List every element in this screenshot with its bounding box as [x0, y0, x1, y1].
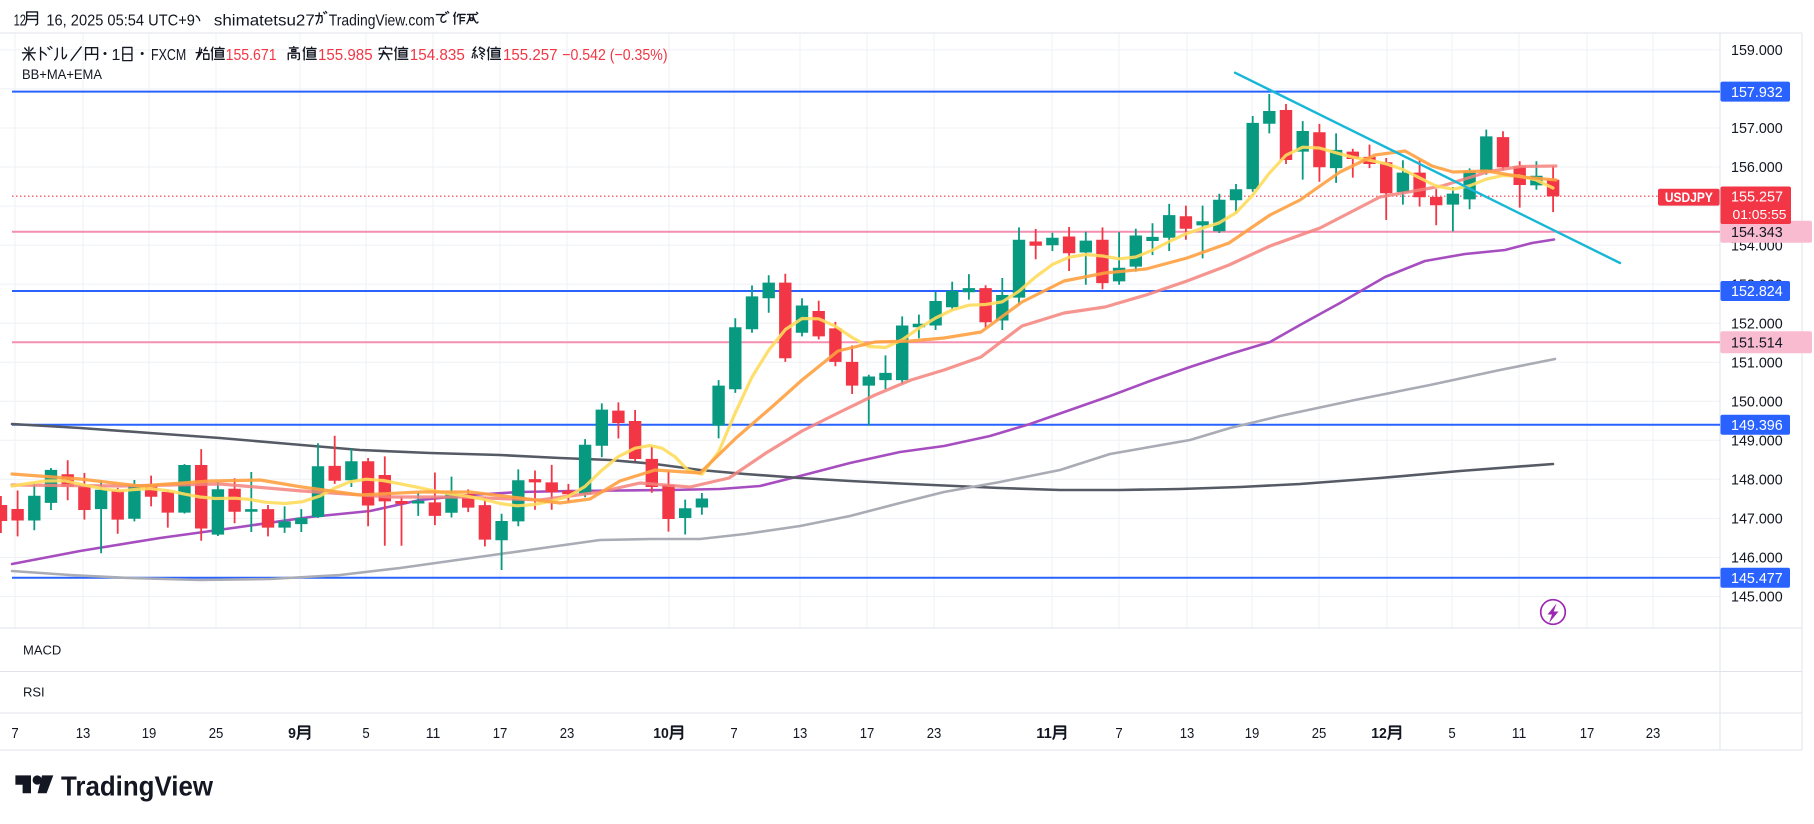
svg-text:13: 13	[793, 725, 808, 742]
svg-text:17: 17	[860, 725, 875, 742]
svg-text:157.932: 157.932	[1731, 84, 1783, 101]
svg-text:25: 25	[209, 725, 224, 742]
svg-text:149.396: 149.396	[1731, 417, 1783, 434]
svg-text:155.671: 155.671	[226, 47, 277, 64]
svg-text:−0.542 (−0.35%): −0.542 (−0.35%)	[562, 47, 667, 64]
svg-text:11: 11	[1036, 725, 1052, 742]
svg-text:01:05:55: 01:05:55	[1733, 207, 1787, 222]
svg-text:17: 17	[493, 725, 508, 742]
svg-text:25: 25	[1312, 725, 1327, 742]
svg-text:155.257: 155.257	[503, 47, 558, 64]
svg-text:13: 13	[76, 725, 91, 742]
svg-text:19: 19	[1245, 725, 1260, 742]
svg-text:152.000: 152.000	[1731, 315, 1783, 332]
svg-text:155.985: 155.985	[318, 47, 373, 64]
svg-text:149.000: 149.000	[1731, 433, 1783, 450]
svg-text:TradingView.com: TradingView.com	[329, 12, 435, 29]
svg-text:RSI: RSI	[23, 685, 45, 700]
svg-text:12: 12	[1371, 725, 1387, 742]
svg-text:156.000: 156.000	[1731, 159, 1783, 176]
svg-text:152.824: 152.824	[1731, 283, 1783, 300]
svg-text:1: 1	[112, 47, 121, 64]
svg-text:13: 13	[1180, 725, 1195, 742]
svg-text:17: 17	[1580, 725, 1595, 742]
svg-text:7: 7	[730, 725, 737, 742]
svg-text:148.000: 148.000	[1731, 472, 1783, 489]
svg-text:157.000: 157.000	[1731, 120, 1783, 137]
svg-text:151.000: 151.000	[1731, 354, 1783, 371]
svg-text:154.343: 154.343	[1731, 224, 1783, 241]
svg-text:11: 11	[426, 725, 441, 742]
svg-text:9: 9	[288, 725, 296, 742]
svg-text:159.000: 159.000	[1731, 42, 1783, 59]
svg-text:147.000: 147.000	[1731, 511, 1783, 528]
svg-text:155.257: 155.257	[1731, 188, 1783, 205]
svg-text:145.000: 145.000	[1731, 589, 1783, 606]
svg-text:151.514: 151.514	[1731, 334, 1783, 351]
svg-text:USDJPY: USDJPY	[1665, 189, 1714, 205]
svg-text:7: 7	[1115, 725, 1122, 742]
svg-text:146.000: 146.000	[1731, 550, 1783, 567]
svg-text:BB+MA+EMA: BB+MA+EMA	[22, 66, 103, 82]
svg-text:TradingView: TradingView	[61, 771, 213, 802]
svg-text:FXCM: FXCM	[151, 47, 186, 64]
svg-text:11: 11	[1512, 725, 1527, 742]
svg-text:10: 10	[653, 725, 669, 742]
svg-text:150.000: 150.000	[1731, 393, 1783, 410]
svg-text:19: 19	[142, 725, 157, 742]
svg-text:5: 5	[362, 725, 369, 742]
svg-text:154.835: 154.835	[410, 47, 465, 64]
svg-text:shimatetsu27: shimatetsu27	[214, 12, 315, 29]
svg-text:23: 23	[1646, 725, 1661, 742]
svg-text:5: 5	[1448, 725, 1455, 742]
svg-text:12: 12	[14, 12, 26, 29]
svg-text:7: 7	[11, 725, 18, 742]
svg-text:145.477: 145.477	[1731, 570, 1783, 587]
svg-text:MACD: MACD	[23, 643, 61, 658]
svg-text:23: 23	[927, 725, 942, 742]
svg-text:16, 2025 05:54 UTC+9: 16, 2025 05:54 UTC+9	[46, 12, 195, 29]
svg-text:23: 23	[560, 725, 575, 742]
